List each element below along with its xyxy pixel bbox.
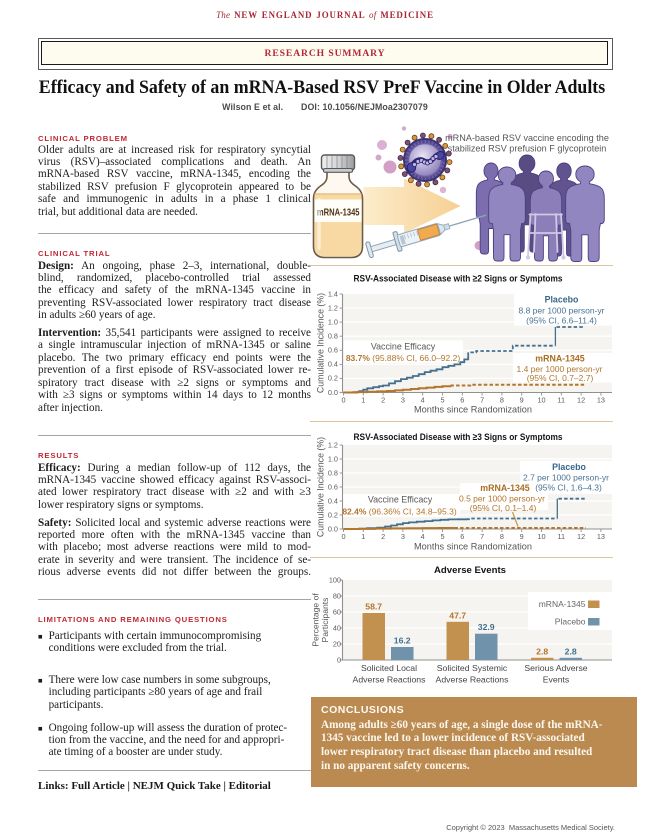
svg-text:Serious Adverse: Serious Adverse — [524, 663, 587, 673]
svg-text:7: 7 — [480, 532, 484, 541]
svg-text:mRNA-based RSV vaccine encodin: mRNA-based RSV vaccine encoding the — [445, 133, 609, 143]
svg-text:9: 9 — [520, 532, 524, 541]
svg-text:mRNA-1345: mRNA-1345 — [535, 354, 584, 364]
svg-text:Participants: Participants — [320, 598, 330, 643]
svg-text:(95% CI, 0.7–2.7): (95% CI, 0.7–2.7) — [527, 373, 594, 383]
svg-text:58.7: 58.7 — [365, 602, 382, 612]
svg-text:0.4: 0.4 — [328, 496, 338, 505]
svg-text:2.8: 2.8 — [565, 646, 577, 656]
svg-text:100: 100 — [329, 575, 341, 584]
svg-text:1.0: 1.0 — [328, 454, 338, 463]
svg-text:0.6: 0.6 — [328, 482, 338, 491]
svg-text:47.7: 47.7 — [449, 610, 466, 620]
svg-text:Placebo: Placebo — [555, 617, 586, 627]
svg-text:7: 7 — [480, 396, 484, 405]
svg-text:1.0: 1.0 — [328, 317, 338, 326]
svg-text:(95% CI, 0.1–1.4): (95% CI, 0.1–1.4) — [470, 503, 537, 513]
svg-text:16.2: 16.2 — [394, 636, 411, 646]
svg-text:0.0: 0.0 — [328, 388, 338, 397]
svg-text:mRNA-1345: mRNA-1345 — [317, 206, 360, 217]
svg-text:11: 11 — [558, 396, 566, 405]
svg-text:13: 13 — [597, 396, 605, 405]
svg-text:mRNA-1345: mRNA-1345 — [539, 599, 586, 609]
svg-text:10: 10 — [537, 396, 545, 405]
svg-text:5: 5 — [440, 532, 444, 541]
svg-text:82.4% (96.36% CI, 34.8–95.3): 82.4% (96.36% CI, 34.8–95.3) — [342, 507, 457, 517]
svg-text:1.2: 1.2 — [328, 440, 338, 449]
svg-text:1.2: 1.2 — [328, 303, 338, 312]
svg-text:Solicited Local: Solicited Local — [361, 663, 417, 673]
svg-text:Adverse Events: Adverse Events — [434, 565, 506, 576]
svg-text:Months since Randomization: Months since Randomization — [414, 542, 532, 552]
svg-text:3: 3 — [401, 396, 405, 405]
svg-text:Cumulative Incidence (%): Cumulative Incidence (%) — [316, 437, 326, 537]
svg-text:0.2: 0.2 — [328, 510, 338, 519]
svg-text:83.7% (95.88% CI, 66.0–92.2): 83.7% (95.88% CI, 66.0–92.2) — [346, 353, 461, 363]
svg-text:Vaccine Efficacy: Vaccine Efficacy — [371, 342, 436, 352]
svg-text:0: 0 — [337, 655, 341, 664]
svg-text:(95% CI, 6.6–11.4): (95% CI, 6.6–11.4) — [526, 316, 597, 326]
svg-text:Placebo: Placebo — [552, 462, 586, 472]
svg-text:1.4: 1.4 — [328, 289, 338, 298]
svg-text:0.5 per 1000 person-yr: 0.5 per 1000 person-yr — [459, 494, 545, 504]
svg-text:0: 0 — [341, 532, 345, 541]
svg-text:0.4: 0.4 — [328, 360, 338, 369]
svg-text:40: 40 — [333, 623, 341, 632]
svg-text:1.4 per 1000 person-yr: 1.4 per 1000 person-yr — [517, 364, 603, 374]
svg-text:Percentage of: Percentage of — [311, 593, 321, 647]
svg-text:80: 80 — [333, 591, 341, 600]
svg-text:stabilized RSV prefusion F gly: stabilized RSV prefusion F glycoprotein — [448, 144, 607, 154]
svg-text:Events: Events — [543, 675, 570, 685]
svg-text:2: 2 — [381, 396, 385, 405]
svg-text:1: 1 — [361, 396, 365, 405]
svg-text:Adverse Reactions: Adverse Reactions — [353, 675, 427, 685]
svg-text:(95% CI, 1.6–4.3): (95% CI, 1.6–4.3) — [535, 483, 602, 493]
svg-text:0: 0 — [341, 396, 345, 405]
svg-text:RSV-Associated Disease with ≥2: RSV-Associated Disease with ≥2 Signs or … — [354, 274, 563, 285]
svg-text:12: 12 — [577, 396, 585, 405]
svg-text:9: 9 — [520, 396, 524, 405]
svg-text:RSV-Associated Disease with ≥3: RSV-Associated Disease with ≥3 Signs or … — [354, 432, 563, 443]
svg-text:4: 4 — [421, 396, 425, 405]
svg-text:0.2: 0.2 — [328, 374, 338, 383]
svg-text:0.8: 0.8 — [328, 332, 338, 341]
svg-text:Months since Randomization: Months since Randomization — [414, 405, 532, 415]
svg-text:Solicited Systemic: Solicited Systemic — [437, 663, 508, 673]
svg-text:0.6: 0.6 — [328, 346, 338, 355]
svg-text:Adverse Reactions: Adverse Reactions — [436, 675, 510, 685]
svg-text:Vaccine Efficacy: Vaccine Efficacy — [368, 495, 433, 505]
svg-text:0.0: 0.0 — [328, 524, 338, 533]
svg-text:3: 3 — [401, 532, 405, 541]
svg-text:20: 20 — [333, 639, 341, 648]
svg-text:8.8 per 1000 person-yr: 8.8 per 1000 person-yr — [519, 306, 605, 316]
svg-text:2: 2 — [381, 532, 385, 541]
svg-text:Cumulative Incidence (%): Cumulative Incidence (%) — [316, 293, 326, 393]
svg-text:mRNA-1345: mRNA-1345 — [480, 483, 529, 493]
svg-text:13: 13 — [597, 532, 605, 541]
svg-text:4: 4 — [421, 532, 425, 541]
svg-text:Placebo: Placebo — [545, 295, 579, 305]
svg-text:60: 60 — [333, 607, 341, 616]
svg-text:8: 8 — [500, 396, 504, 405]
svg-text:6: 6 — [460, 396, 464, 405]
svg-text:11: 11 — [558, 532, 566, 541]
svg-text:8: 8 — [500, 532, 504, 541]
svg-text:10: 10 — [537, 532, 545, 541]
svg-text:1: 1 — [361, 532, 365, 541]
svg-text:12: 12 — [577, 532, 585, 541]
svg-text:2.8: 2.8 — [536, 646, 548, 656]
svg-text:5: 5 — [440, 396, 444, 405]
svg-text:32.9: 32.9 — [478, 622, 495, 632]
svg-text:6: 6 — [460, 532, 464, 541]
svg-text:2.7 per 1000 person-yr: 2.7 per 1000 person-yr — [523, 473, 609, 483]
svg-text:0.8: 0.8 — [328, 468, 338, 477]
